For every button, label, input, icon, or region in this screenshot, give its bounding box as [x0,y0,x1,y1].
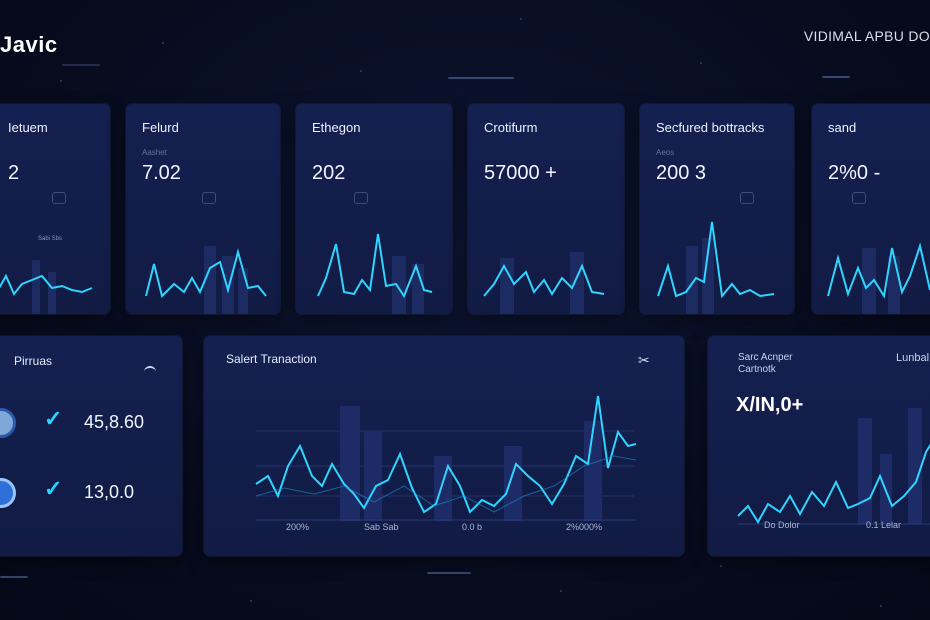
summary-chart [737,408,930,525]
kpi-title: Ethegon [312,120,361,135]
bar [222,256,234,314]
kpi-title: Crotifurm [484,120,538,135]
wifi-icon[interactable] [144,366,156,374]
app-title: Javic [0,32,58,57]
series-line [0,273,93,296]
payment-amount: 13,0.0 [84,482,135,502]
kpi-subtitle: Aeos [656,148,675,157]
kpi-value: 2 [8,162,20,184]
bar [340,406,360,521]
monitor-icon [202,192,216,204]
transaction-chart [255,395,637,521]
series-line [317,233,433,299]
chart-label: Sabi Sbs [38,236,63,242]
bar [504,446,522,521]
check-icon: ✓ [44,406,63,431]
kpi-value: 200 3 [656,162,707,184]
monitor-icon [740,192,754,204]
transaction-panel: Salert Tranaction ✂ 200% Sab Sab 0.0 b 2… [204,336,684,556]
series-line [657,221,775,299]
panel-title: Pirruas [14,354,53,368]
sparkline-chart [657,221,775,314]
legend-label: Lunbal [896,352,930,364]
bar [204,246,216,314]
sparkline-chart [483,252,605,314]
sparkline-chart [827,242,930,314]
series-line-secondary [255,455,637,513]
x-tick-label: 200% [286,522,310,532]
bar [702,238,714,314]
kpi-title: Ietuem [8,120,48,135]
kpi-title: Secfured bottracks [656,120,765,135]
series-line [145,248,267,298]
kpi-card-3[interactable]: Ethegon 202 [296,104,452,314]
coin-icon [0,408,16,438]
summary-value: X/IN,0+ [736,394,804,416]
bar [908,408,922,524]
bar [48,272,56,314]
sparkline-chart [0,260,93,314]
series-line [483,263,605,297]
x-tick-label: Do Dolor [764,520,800,530]
bar [858,418,872,524]
x-tick-label: 0.0 b [462,522,483,532]
kpi-title: sand [828,120,857,135]
x-tick-label: 2%000% [566,522,603,532]
bar [412,264,424,314]
bar [500,258,514,314]
bar [32,260,40,314]
kpi-card-2[interactable]: Felurd Aashet 7.02 [126,104,280,314]
header-label: VIDIMAL APBU DO [803,28,930,44]
bar [570,252,584,314]
check-icon: ✓ [44,476,63,501]
kpi-value: 57000 + [484,162,557,184]
series-line [737,443,930,524]
kpi-card-5[interactable]: Secfured bottracks Aeos 200 3 [640,104,794,314]
bar [434,456,452,521]
x-tick-label: Sab Sab [364,522,399,532]
kpi-value: 202 [312,162,346,184]
panel-title: Sarc Acnper [738,352,793,363]
monitor-icon [354,192,368,204]
sparkline-chart [145,246,267,314]
bar [364,431,382,521]
kpi-value: 2%0 - [828,162,881,184]
kpi-card-1[interactable]: Ietuem 2 Sabi Sbs [0,104,110,314]
payment-amount: 45,8.60 [84,412,145,432]
kpi-card-4[interactable]: Crotifurm 57000 + [468,104,624,314]
monitor-icon [852,192,866,204]
monitor-icon [52,192,66,204]
scissors-icon[interactable]: ✂ [638,352,650,368]
coin-icon [0,478,16,508]
series-line [255,395,637,514]
bar [686,246,698,314]
bar [392,256,406,314]
kpi-value: 7.02 [142,162,181,184]
x-tick-label: 0.1 Lelar [866,520,902,530]
panel-subtitle: Cartnotk [738,364,776,375]
series-line [827,242,930,299]
summary-panel: Sarc Acnper Cartnotk Lunbal X/IN,0+ Do D… [708,336,930,556]
kpi-title: Felurd [142,120,179,135]
kpi-card-6[interactable]: sand 2%0 - [812,104,930,314]
bar [862,248,876,314]
panel-title: Salert Tranaction [226,352,317,366]
payments-panel: Pirruas ✓ 45,8.60 ✓ 13,0.0 [0,336,182,556]
bar [238,268,248,314]
bar [584,421,602,521]
sparkline-chart [317,233,433,314]
kpi-subtitle: Aashet [142,148,167,157]
